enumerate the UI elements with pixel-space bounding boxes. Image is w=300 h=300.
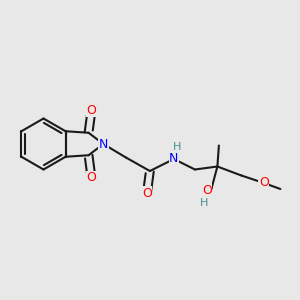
Text: H: H <box>173 142 181 152</box>
Text: O: O <box>87 171 97 184</box>
Text: O: O <box>142 187 152 200</box>
Text: O: O <box>259 176 269 190</box>
Text: O: O <box>87 104 97 117</box>
Text: H: H <box>200 197 208 208</box>
Text: N: N <box>169 152 178 166</box>
Text: O: O <box>202 184 212 197</box>
Text: N: N <box>99 137 108 151</box>
